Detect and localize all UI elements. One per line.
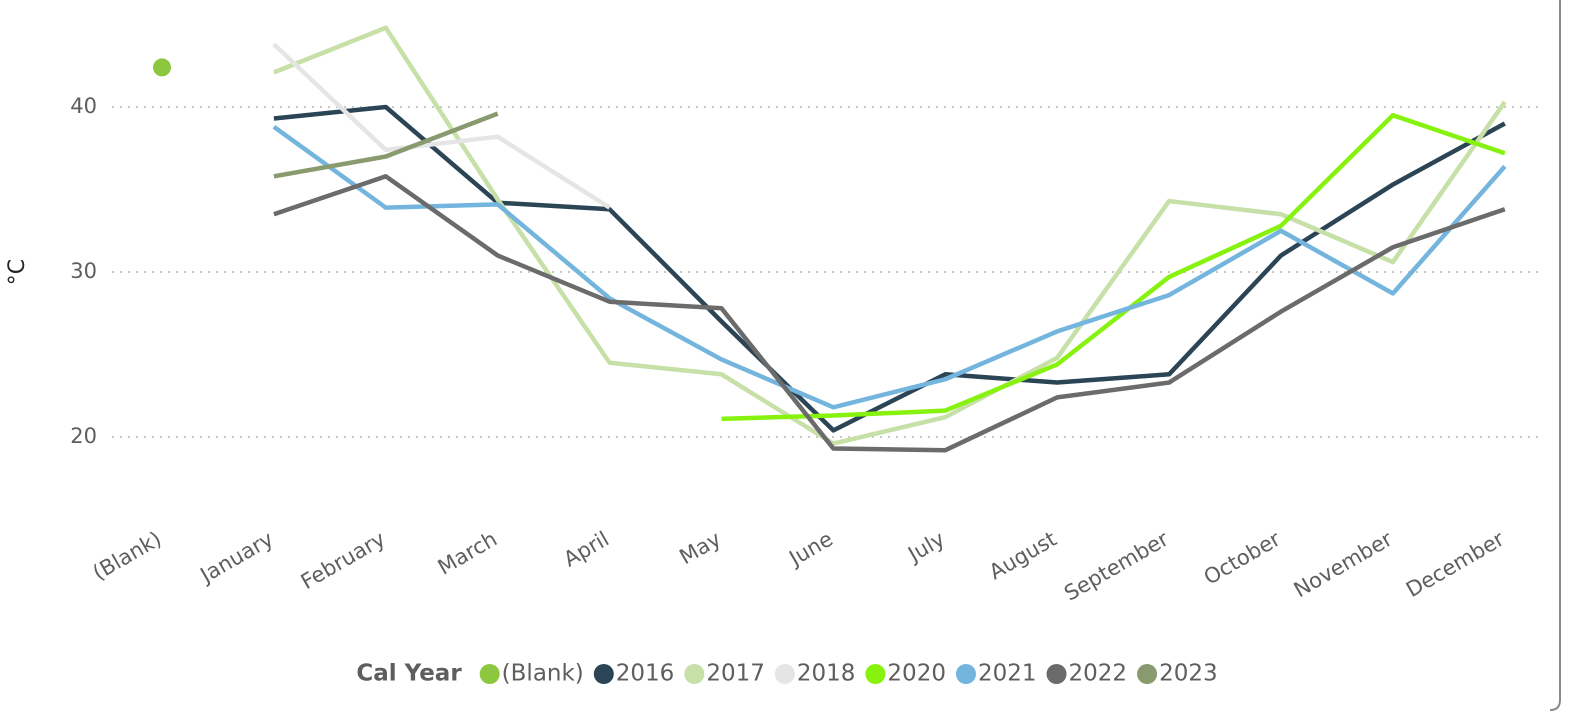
frame (1549, 0, 1561, 711)
x-tick-label: November (1290, 527, 1397, 603)
series-line (273, 111, 499, 179)
x-tick-label: June (784, 527, 837, 572)
y-tick-label: 20 (70, 424, 97, 448)
legend-marker (955, 664, 976, 684)
legend-label: (Blank) (502, 661, 584, 687)
x-tick-label: October (1200, 527, 1285, 590)
y-tick-label: 30 (70, 259, 97, 283)
y-axis-label: °C (5, 259, 30, 285)
legend-label: 2017 (706, 661, 765, 687)
legend-marker (1137, 664, 1158, 684)
series-line (721, 113, 1506, 422)
series-line (272, 124, 1507, 410)
x-tick-label: December (1402, 527, 1509, 602)
series-line (272, 42, 611, 210)
series-line (273, 104, 1506, 433)
legend-marker (593, 664, 614, 684)
legend-title: Cal Year (356, 661, 462, 687)
x-tick-label: January (195, 527, 278, 589)
series-line (273, 174, 1506, 453)
legend-label: 2018 (797, 661, 856, 687)
x-tick-label: April (560, 527, 614, 572)
x-tick-label: (Blank) (89, 527, 166, 585)
legend-label: 2016 (616, 661, 675, 687)
legend-marker (684, 664, 705, 684)
legend-marker (774, 664, 795, 684)
x-tick-label: August (985, 527, 1061, 585)
legend-label: 2023 (1159, 661, 1218, 687)
x-tick-label: March (434, 527, 501, 580)
x-tick-label: September (1060, 527, 1173, 606)
x-tick-label: May (675, 527, 725, 569)
x-tick-label: February (297, 527, 390, 594)
legend-label: 2021 (978, 661, 1037, 687)
legend-marker (479, 664, 500, 684)
x-tick-label: July (902, 527, 948, 568)
data-point (153, 58, 171, 77)
legend-marker (865, 664, 886, 684)
y-tick-label: 40 (70, 94, 97, 118)
legend-marker (1046, 664, 1067, 684)
legend-label: 2020 (887, 661, 946, 687)
legend-label: 2022 (1069, 661, 1128, 687)
series-line (273, 25, 1507, 446)
